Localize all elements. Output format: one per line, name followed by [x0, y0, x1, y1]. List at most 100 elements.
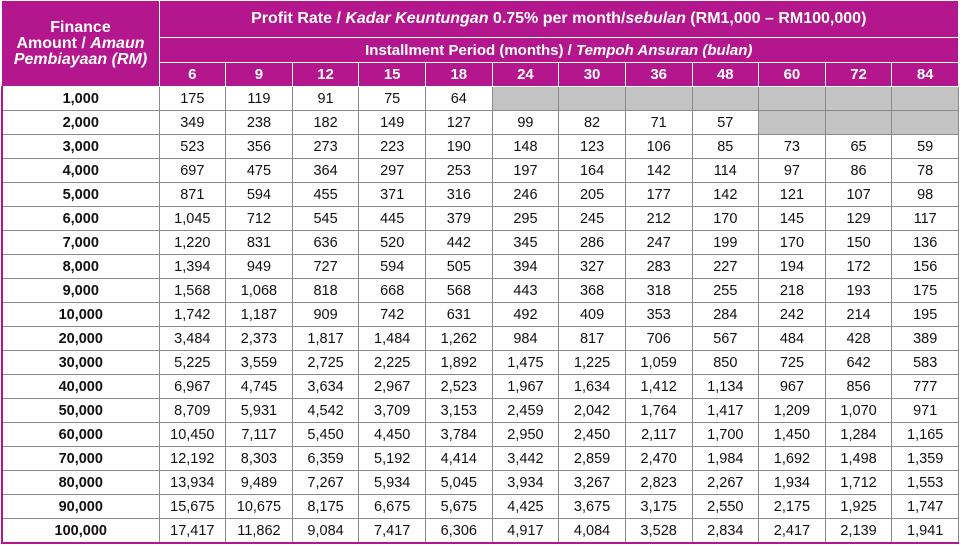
installment-cell: 1,553 — [891, 470, 959, 495]
amount-cell: 1,000 — [1, 86, 160, 111]
amount-cell: 100,000 — [1, 518, 160, 544]
installment-cell: 142 — [624, 158, 693, 183]
installment-cell: 129 — [824, 206, 893, 231]
installment-cell: 2,450 — [558, 422, 626, 447]
installment-cell: 1,484 — [358, 326, 426, 351]
period-header: 24 — [491, 62, 560, 87]
installment-cell: 742 — [358, 302, 426, 327]
installment-cell: 106 — [624, 134, 693, 159]
installment-cell: 356 — [225, 134, 293, 159]
installment-cell: 2,175 — [758, 494, 826, 519]
table-row: 50,000 8,709 5,931 4,542 3,709 3,153 2,459 2,04… — [1, 398, 959, 423]
subtitle-text: Tempoh Ansuran (bulan) — [575, 41, 753, 59]
installment-cell: 10,675 — [225, 494, 293, 519]
installment-cell: 182 — [291, 110, 360, 135]
amount-cell: 9,000 — [1, 278, 160, 303]
installment-cell: 6,675 — [358, 494, 426, 519]
installment-cell: 78 — [891, 158, 959, 183]
installment-cell: 428 — [824, 326, 893, 351]
installment-cell: 1,045 — [158, 206, 227, 231]
installment-cell: 170 — [758, 230, 826, 255]
installment-cell: 107 — [824, 182, 893, 207]
installment-cell: 227 — [691, 254, 760, 279]
installment-cell: 445 — [358, 206, 426, 231]
subtitle-text: Installment Period (months) / — [365, 41, 576, 59]
installment-cell: 2,373 — [225, 326, 293, 351]
installment-cell: 214 — [824, 302, 893, 327]
installment-cell: 394 — [491, 254, 560, 279]
installment-cell: 818 — [291, 278, 360, 303]
amount-cell: 5,000 — [1, 182, 160, 207]
installment-cell: 3,442 — [491, 446, 560, 471]
installment-cell: 4,414 — [425, 446, 493, 471]
installment-cell: 1,187 — [225, 302, 293, 327]
period-header: 48 — [691, 62, 760, 87]
installment-cell: 1,417 — [691, 398, 760, 423]
title-text: 0.75% per month/ — [488, 10, 626, 27]
installment-cell: 57 — [691, 110, 760, 135]
amount-cell: 60,000 — [1, 422, 160, 447]
installment-cell: 4,745 — [225, 374, 293, 399]
installment-cell: 371 — [358, 182, 426, 207]
title-header: Profit Rate / Kadar Keuntungan 0.75% per… — [158, 0, 959, 38]
installment-cell: 195 — [891, 302, 959, 327]
installment-cell: 97 — [758, 158, 826, 183]
installment-cell: 86 — [824, 158, 893, 183]
amount-cell: 8,000 — [1, 254, 160, 279]
installment-cell: 3,634 — [291, 374, 360, 399]
installment-cell: 318 — [624, 278, 693, 303]
installment-cell: 594 — [225, 182, 293, 207]
installment-cell: 1,475 — [491, 350, 560, 375]
installment-cell: 15,675 — [158, 494, 227, 519]
installment-cell: 4,084 — [558, 518, 626, 544]
installment-cell: 255 — [691, 278, 760, 303]
installment-cell: 1,134 — [691, 374, 760, 399]
installment-cell: 368 — [558, 278, 626, 303]
blank-cell — [824, 86, 893, 111]
installment-cell: 2,523 — [425, 374, 493, 399]
installment-cell: 82 — [558, 110, 626, 135]
installment-cell: 5,675 — [425, 494, 493, 519]
installment-cell: 3,484 — [158, 326, 227, 351]
installment-cell: 850 — [691, 350, 760, 375]
installment-cell: 3,528 — [624, 518, 693, 544]
period-header: 12 — [291, 62, 360, 87]
installment-cell: 353 — [624, 302, 693, 327]
installment-cell: 1,284 — [824, 422, 893, 447]
installment-cell: 1,568 — [158, 278, 227, 303]
amount-cell: 10,000 — [1, 302, 160, 327]
installment-cell: 5,934 — [358, 470, 426, 495]
installment-cell: 75 — [358, 86, 426, 111]
blank-cell — [891, 110, 959, 135]
title-text: Kadar Keuntungan — [345, 10, 489, 27]
table-header: Finance Amount / Amaun Pembiayaan (RM) Pro… — [1, 0, 959, 87]
installment-cell: 2,470 — [624, 446, 693, 471]
installment-cell: 156 — [891, 254, 959, 279]
installment-cell: 242 — [758, 302, 826, 327]
installment-cell: 1,634 — [558, 374, 626, 399]
installment-cell: 967 — [758, 374, 826, 399]
installment-cell: 871 — [158, 182, 227, 207]
installment-cell: 7,267 — [291, 470, 360, 495]
amount-cell: 90,000 — [1, 494, 160, 519]
installment-cell: 636 — [291, 230, 360, 255]
amount-cell: 6,000 — [1, 206, 160, 231]
installment-cell: 1,934 — [758, 470, 826, 495]
installment-cell: 5,045 — [425, 470, 493, 495]
installment-cell: 817 — [558, 326, 626, 351]
installment-cell: 1,165 — [891, 422, 959, 447]
installment-cell: 2,823 — [624, 470, 693, 495]
installment-cell: 223 — [358, 134, 426, 159]
amount-cell: 3,000 — [1, 134, 160, 159]
period-header: 72 — [824, 62, 893, 87]
installment-cell: 1,941 — [891, 518, 959, 544]
installment-cell: 727 — [291, 254, 360, 279]
installment-cell: 2,950 — [491, 422, 560, 447]
table-row: 70,000 12,192 8,303 6,359 5,192 4,414 3,442 2,8… — [1, 446, 959, 471]
installment-cell: 123 — [558, 134, 626, 159]
corner-header: Finance Amount / Amaun Pembiayaan (RM) — [1, 0, 160, 87]
installment-cell: 631 — [425, 302, 493, 327]
installment-cell: 85 — [691, 134, 760, 159]
